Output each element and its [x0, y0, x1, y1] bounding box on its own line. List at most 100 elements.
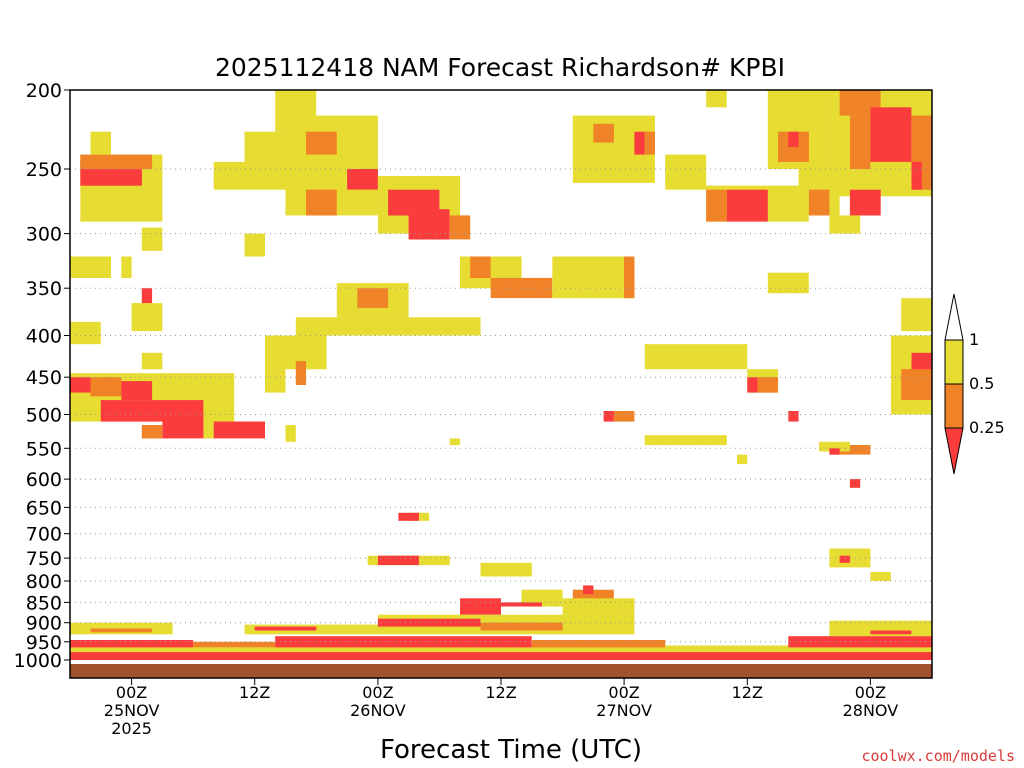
x-tick-label: 26NOV [350, 701, 406, 720]
y-tick-label: 700 [26, 524, 62, 546]
ri-cell-mid [808, 189, 830, 216]
colorbar-tick-label: 1 [969, 330, 979, 349]
ri-cell-high [644, 344, 748, 370]
ri-cell-mid [490, 277, 553, 299]
y-tick-label: 550 [26, 438, 62, 460]
ri-cell-mid [757, 377, 778, 393]
y-tick-label: 400 [26, 326, 62, 348]
y-tick-label: 300 [26, 224, 62, 246]
ri-cell-high [244, 131, 286, 162]
ri-cell-red [726, 189, 768, 222]
ri-cell-mid [80, 154, 153, 170]
ri-cell-mid [531, 640, 666, 648]
ri-cell-red [377, 555, 419, 566]
ri-cell-high [70, 645, 932, 653]
ri-cell-high [562, 598, 635, 615]
ri-cell-red [121, 381, 153, 400]
ri-cell-mid [306, 131, 337, 155]
y-tick-label: 250 [26, 159, 62, 181]
ri-cell-mid [839, 445, 871, 455]
y-tick-label: 900 [26, 613, 62, 635]
ri-cell-high [90, 131, 111, 155]
ri-cell-red [788, 131, 799, 148]
ri-cell-high [644, 435, 727, 446]
ri-cell-red [870, 630, 912, 635]
ri-cell-mid [849, 115, 871, 169]
colorbar-tick-label: 0.25 [969, 418, 1005, 437]
credit-text: coolwx.com/models [861, 747, 1015, 765]
ri-cell-high [901, 298, 932, 332]
x-tick-label: 28NOV [843, 701, 899, 720]
ri-cell-red [141, 288, 153, 304]
ri-cell-red [870, 107, 912, 162]
ri-cell-high [552, 256, 635, 299]
ri-cell-mid [449, 215, 471, 240]
ri-cell-red [398, 512, 419, 521]
y-tick-label: 450 [26, 367, 62, 389]
ri-cell-high [449, 438, 460, 446]
ri-cell-mid [141, 425, 163, 439]
ri-cell-mid [90, 628, 153, 633]
ri-cell-red [911, 352, 932, 370]
colorbar-bottom-arrow [944, 427, 964, 475]
x-tick-label: 12Z [732, 683, 763, 702]
ri-cell-red [788, 411, 799, 422]
x-tick-label: 12Z [485, 683, 516, 702]
ri-cell-mid [193, 641, 276, 648]
ri-cell-high [737, 454, 748, 465]
ri-cell-mid [706, 189, 727, 222]
ri-cell-mid [901, 369, 932, 400]
x-tick-label: 00Z [608, 683, 639, 702]
ri-cell-high [829, 215, 861, 234]
ri-cell-mid [306, 189, 337, 216]
ri-cell-red [70, 377, 91, 393]
ri-cell-red [829, 448, 840, 455]
ri-cell-mid [480, 622, 563, 631]
y-tick-label: 200 [26, 80, 62, 102]
ri-cell-red [408, 209, 450, 240]
ri-cell-mid [470, 256, 491, 278]
ri-cell-mid [593, 123, 614, 143]
colorbar-segment [944, 339, 964, 385]
y-axis: 200 250 300 350 400 450 500 550 600 650 7007508008… [14, 80, 70, 672]
ri-cell-red [501, 602, 542, 607]
ri-cell-red [849, 479, 861, 488]
ri-cell-mid [613, 411, 635, 422]
ri-cell-high [706, 90, 727, 108]
y-tick-label: 750 [26, 548, 62, 570]
y-tick-label: 500 [26, 405, 62, 427]
ri-cell-high [295, 317, 481, 336]
ri-cell-mid [644, 131, 655, 155]
ri-cell-red [747, 377, 758, 393]
ri-cell-high [121, 256, 132, 278]
ri-cell-red [583, 585, 594, 594]
ri-cell-high [244, 233, 265, 257]
ri-cell-red [275, 636, 532, 648]
ri-cell-red [603, 411, 614, 422]
ri-cell-high [141, 227, 163, 251]
ri-cell-mid [90, 377, 122, 397]
x-tick-label: 12Z [239, 683, 270, 702]
y-tick-label: 1000 [14, 650, 62, 672]
colorbar-top-arrow [944, 293, 964, 341]
chart-title: 2025112418 NAM Forecast Richardson# KPBI [215, 53, 785, 82]
y-tick-label: 950 [26, 632, 62, 654]
x-tick-label: 25NOV [104, 701, 160, 720]
x-tick-label: 2025 [111, 719, 152, 738]
x-tick-label: 27NOV [596, 701, 652, 720]
ri-cell-high [70, 256, 111, 278]
ri-cell-high [521, 589, 563, 607]
colorbar: 1 0.5 0.25 [944, 293, 1005, 475]
x-tick-label: 00Z [116, 683, 147, 702]
ri-cell-high [131, 303, 163, 332]
x-tick-label: 00Z [855, 683, 886, 702]
ri-cell-high [265, 369, 286, 393]
ri-cell-red [911, 161, 922, 190]
y-tick-label: 600 [26, 469, 62, 491]
ri-cell-red [254, 626, 317, 631]
ri-cell-red [70, 640, 194, 648]
ri-cell-red [70, 651, 932, 660]
y-tick-label: 850 [26, 592, 62, 614]
ri-cell-high [70, 321, 101, 345]
